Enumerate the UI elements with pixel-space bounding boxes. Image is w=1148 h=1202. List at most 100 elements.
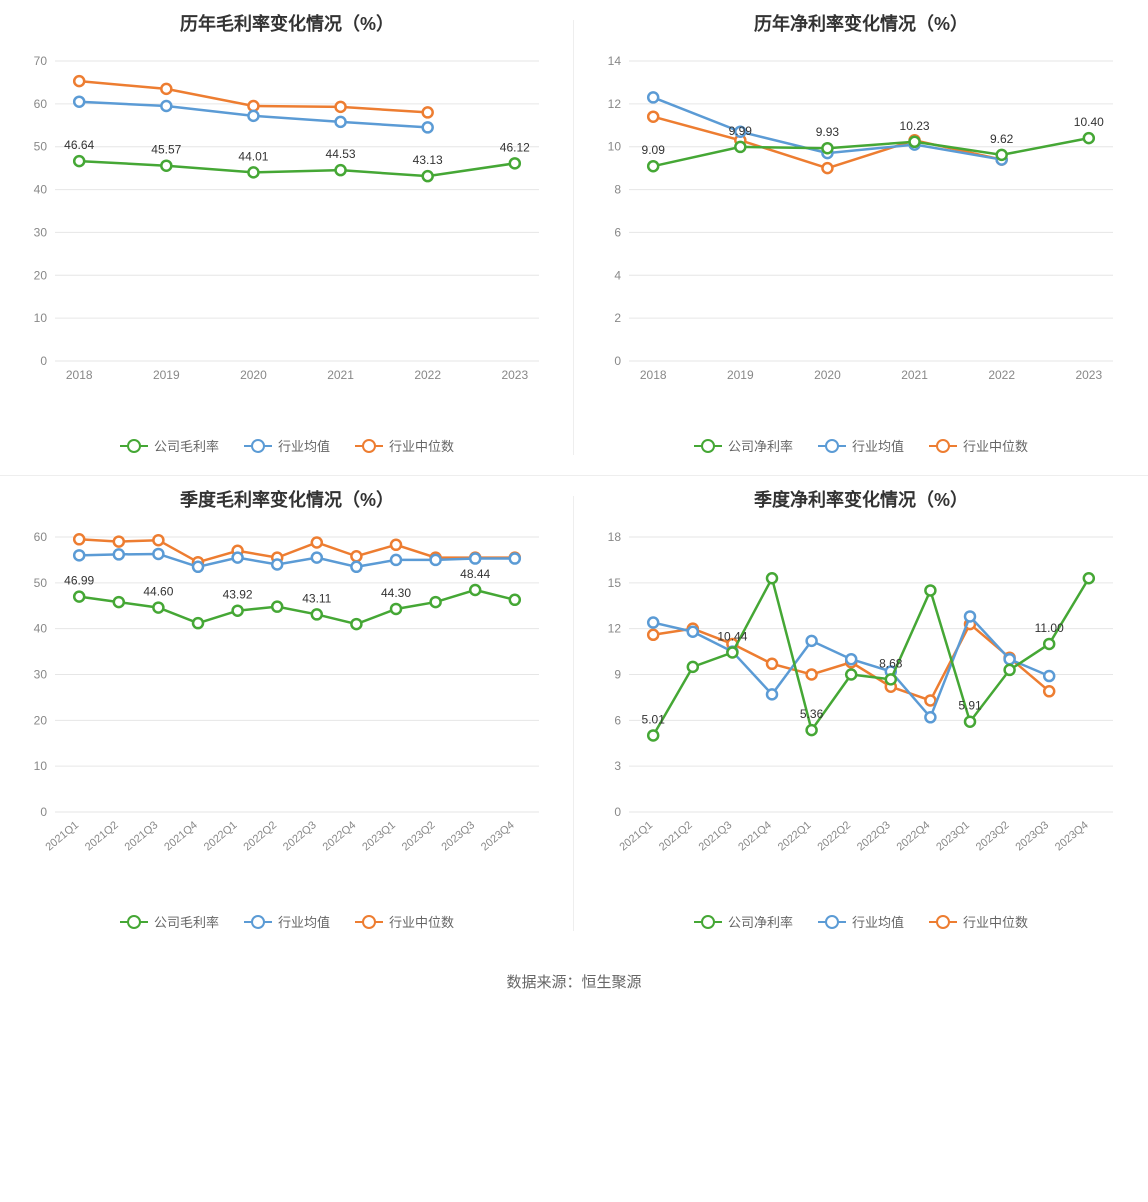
svg-text:6: 6 xyxy=(614,713,621,727)
svg-text:43.13: 43.13 xyxy=(413,153,443,167)
chart-cell-1: 历年毛利率变化情况（%） 010203040506070201820192020… xyxy=(0,0,574,475)
svg-text:2023Q4: 2023Q4 xyxy=(1053,819,1091,853)
svg-text:50: 50 xyxy=(34,576,48,590)
svg-text:5.36: 5.36 xyxy=(800,707,824,721)
legend-company: 公司毛利率 xyxy=(120,436,219,455)
svg-text:9.93: 9.93 xyxy=(816,125,840,139)
legend-avg: 行业均值 xyxy=(244,436,330,455)
svg-text:2020: 2020 xyxy=(240,368,267,382)
svg-text:5.91: 5.91 xyxy=(958,699,982,713)
legend-avg: 行业均值 xyxy=(818,912,904,931)
svg-text:2023Q1: 2023Q1 xyxy=(360,819,398,853)
svg-text:2022Q3: 2022Q3 xyxy=(855,819,893,853)
chart-title: 季度净利率变化情况（%） xyxy=(589,486,1133,512)
svg-text:2: 2 xyxy=(614,311,621,325)
svg-text:45.57: 45.57 xyxy=(151,143,181,157)
svg-text:5.01: 5.01 xyxy=(642,712,666,726)
svg-text:40: 40 xyxy=(34,183,48,197)
svg-text:2023Q2: 2023Q2 xyxy=(974,819,1012,853)
chart-grid: 历年毛利率变化情况（%） 010203040506070201820192020… xyxy=(0,0,1148,951)
svg-text:10: 10 xyxy=(608,140,622,154)
legend-avg: 行业均值 xyxy=(818,436,904,455)
chart-cell-4: 季度净利率变化情况（%） 03691215182021Q12021Q22021Q… xyxy=(574,476,1148,951)
svg-text:2023Q2: 2023Q2 xyxy=(400,819,438,853)
svg-text:40: 40 xyxy=(34,622,48,636)
svg-text:2021Q2: 2021Q2 xyxy=(657,819,695,853)
svg-text:2023Q3: 2023Q3 xyxy=(439,819,477,853)
legend-median: 行业中位数 xyxy=(929,436,1028,455)
chart-title: 季度毛利率变化情况（%） xyxy=(15,486,559,512)
legend-median: 行业中位数 xyxy=(929,912,1028,931)
svg-text:9.99: 9.99 xyxy=(729,124,753,138)
annual-net-margin-chart: 024681012142018201920202021202220239.099… xyxy=(589,51,1133,391)
svg-text:15: 15 xyxy=(608,576,622,590)
svg-text:11.00: 11.00 xyxy=(1035,621,1064,635)
legend-company: 公司净利率 xyxy=(694,436,793,455)
svg-text:10.44: 10.44 xyxy=(717,630,747,644)
svg-text:2021Q4: 2021Q4 xyxy=(736,819,774,853)
svg-text:2021Q1: 2021Q1 xyxy=(43,819,81,853)
svg-text:0: 0 xyxy=(40,805,47,819)
svg-text:4: 4 xyxy=(614,268,621,282)
svg-text:6: 6 xyxy=(614,225,621,239)
svg-text:0: 0 xyxy=(614,354,621,368)
svg-text:2023Q3: 2023Q3 xyxy=(1013,819,1051,853)
svg-text:2022Q2: 2022Q2 xyxy=(815,819,853,853)
legend: 公司毛利率 行业均值 行业中位数 xyxy=(15,436,559,455)
svg-text:2020: 2020 xyxy=(814,368,841,382)
svg-text:2021Q4: 2021Q4 xyxy=(162,819,200,853)
svg-text:2021Q1: 2021Q1 xyxy=(617,819,655,853)
svg-text:3: 3 xyxy=(614,759,621,773)
svg-text:44.30: 44.30 xyxy=(381,586,411,600)
svg-text:30: 30 xyxy=(34,668,48,682)
svg-text:44.60: 44.60 xyxy=(143,585,173,599)
legend-median: 行业中位数 xyxy=(355,436,454,455)
svg-text:2023: 2023 xyxy=(501,368,528,382)
svg-text:20: 20 xyxy=(34,268,48,282)
svg-text:14: 14 xyxy=(608,54,622,68)
svg-text:10: 10 xyxy=(34,759,48,773)
svg-text:8.68: 8.68 xyxy=(879,656,903,670)
svg-text:2023Q1: 2023Q1 xyxy=(934,819,972,853)
svg-text:2018: 2018 xyxy=(640,368,667,382)
svg-text:2022Q2: 2022Q2 xyxy=(241,819,279,853)
svg-text:2023: 2023 xyxy=(1075,368,1102,382)
svg-text:18: 18 xyxy=(608,530,622,544)
legend-avg: 行业均值 xyxy=(244,912,330,931)
quarterly-net-margin-chart: 03691215182021Q12021Q22021Q32021Q42022Q1… xyxy=(589,527,1133,867)
svg-text:46.12: 46.12 xyxy=(500,140,530,154)
svg-text:44.01: 44.01 xyxy=(238,149,268,163)
svg-text:2022: 2022 xyxy=(414,368,441,382)
svg-text:44.53: 44.53 xyxy=(326,147,356,161)
svg-text:2021Q3: 2021Q3 xyxy=(697,819,735,853)
svg-text:10.23: 10.23 xyxy=(900,119,930,133)
legend-median: 行业中位数 xyxy=(355,912,454,931)
svg-text:12: 12 xyxy=(608,622,622,636)
svg-text:70: 70 xyxy=(34,54,48,68)
svg-text:2022Q4: 2022Q4 xyxy=(895,819,933,853)
svg-text:60: 60 xyxy=(34,530,48,544)
svg-text:2019: 2019 xyxy=(727,368,754,382)
svg-text:2021: 2021 xyxy=(327,368,354,382)
svg-text:0: 0 xyxy=(40,354,47,368)
chart-title: 历年毛利率变化情况（%） xyxy=(15,10,559,36)
svg-text:9.09: 9.09 xyxy=(642,143,666,157)
chart-cell-2: 历年净利率变化情况（%） 024681012142018201920202021… xyxy=(574,0,1148,475)
svg-text:2021: 2021 xyxy=(901,368,928,382)
chart-title: 历年净利率变化情况（%） xyxy=(589,10,1133,36)
svg-text:10: 10 xyxy=(34,311,48,325)
svg-text:20: 20 xyxy=(34,713,48,727)
svg-text:2022Q3: 2022Q3 xyxy=(281,819,319,853)
svg-text:9.62: 9.62 xyxy=(990,132,1014,146)
svg-text:2021Q3: 2021Q3 xyxy=(123,819,161,853)
svg-text:60: 60 xyxy=(34,97,48,111)
svg-text:48.44: 48.44 xyxy=(460,567,490,581)
svg-text:46.64: 46.64 xyxy=(64,138,94,152)
svg-text:9: 9 xyxy=(614,668,621,682)
legend: 公司毛利率 行业均值 行业中位数 xyxy=(15,912,559,931)
legend-company: 公司毛利率 xyxy=(120,912,219,931)
chart-cell-3: 季度毛利率变化情况（%） 01020304050602021Q12021Q220… xyxy=(0,476,574,951)
svg-text:2021Q2: 2021Q2 xyxy=(83,819,121,853)
svg-text:2022Q4: 2022Q4 xyxy=(321,819,359,853)
legend-company: 公司净利率 xyxy=(694,912,793,931)
